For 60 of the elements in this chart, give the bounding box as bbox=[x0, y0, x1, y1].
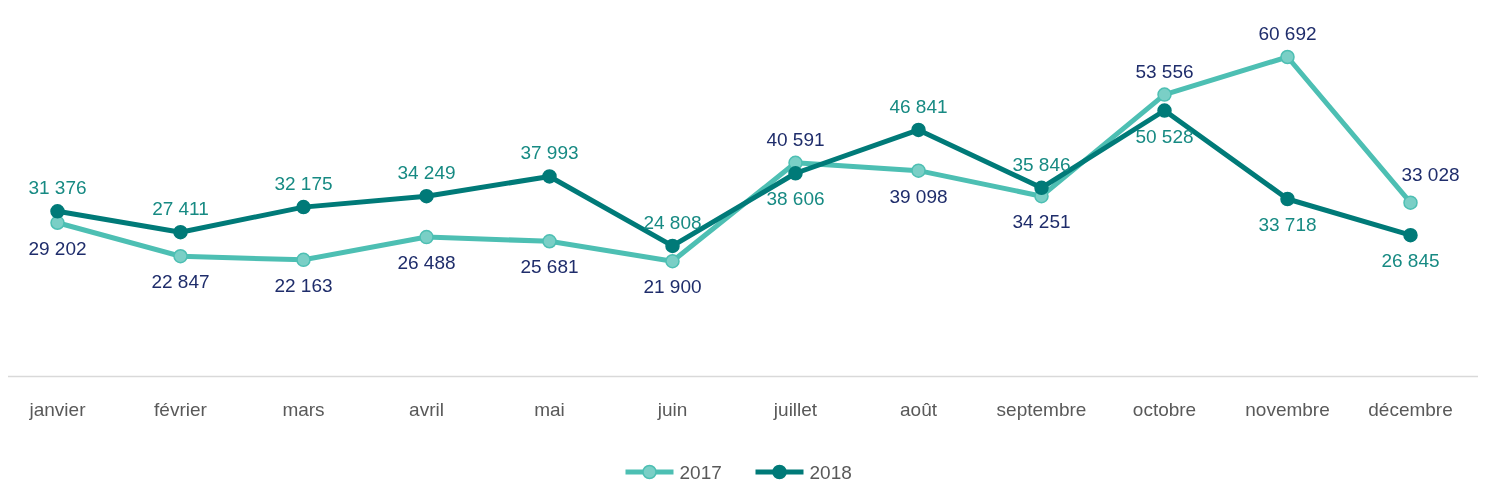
data-label: 39 098 bbox=[889, 185, 948, 207]
x-tick-label: juillet bbox=[772, 399, 818, 420]
point bbox=[1403, 227, 1418, 243]
data-label: 35 846 bbox=[1012, 153, 1071, 175]
point bbox=[665, 253, 680, 269]
x-tick-label: mars bbox=[282, 399, 325, 420]
point bbox=[1034, 180, 1049, 196]
data-label: 31 376 bbox=[28, 177, 87, 199]
point bbox=[911, 122, 926, 138]
point bbox=[50, 215, 65, 231]
data-label: 60 692 bbox=[1258, 23, 1317, 44]
x-tick-label: avril bbox=[409, 399, 444, 420]
data-label: 27 411 bbox=[152, 198, 209, 220]
point bbox=[665, 238, 680, 254]
point bbox=[911, 163, 926, 178]
point bbox=[1403, 195, 1418, 210]
data-label: 34 249 bbox=[397, 162, 456, 184]
data-label: 29 202 bbox=[28, 237, 87, 259]
data-label: 32 175 bbox=[274, 173, 333, 195]
legend-label: 2017 bbox=[679, 462, 722, 483]
legend-label: 2018 bbox=[809, 462, 852, 483]
data-label: 34 251 bbox=[1012, 211, 1071, 233]
x-tick-label: mai bbox=[534, 399, 565, 420]
point bbox=[296, 252, 311, 268]
x-tick-label: août bbox=[900, 399, 938, 420]
point bbox=[1157, 103, 1172, 118]
point bbox=[542, 234, 557, 249]
point bbox=[419, 188, 434, 204]
point bbox=[173, 248, 188, 264]
data-label: 40 591 bbox=[766, 128, 825, 150]
data-label: 21 900 bbox=[643, 276, 702, 298]
x-tick-label: septembre bbox=[996, 399, 1087, 420]
point bbox=[419, 229, 434, 245]
point bbox=[788, 166, 803, 181]
x-tick-label: octobre bbox=[1132, 399, 1197, 420]
data-label: 24 808 bbox=[643, 211, 702, 233]
data-label: 22 163 bbox=[274, 274, 333, 296]
point bbox=[542, 169, 557, 184]
point bbox=[173, 224, 188, 240]
data-label: 46 841 bbox=[889, 95, 948, 117]
data-label: 53 556 bbox=[1135, 60, 1194, 82]
data-label: 38 606 bbox=[766, 188, 825, 210]
x-tick-label: novembre bbox=[1245, 399, 1330, 420]
point bbox=[1280, 191, 1295, 207]
data-label: 22 847 bbox=[151, 271, 210, 293]
data-label: 25 681 bbox=[520, 256, 579, 278]
point bbox=[1157, 87, 1172, 102]
data-label: 33 028 bbox=[1401, 163, 1460, 185]
x-tick-label: janvier bbox=[28, 399, 87, 420]
x-tick-label: février bbox=[154, 399, 208, 420]
point bbox=[1280, 49, 1295, 65]
x-tick-label: décembre bbox=[1368, 399, 1453, 420]
point bbox=[50, 204, 65, 219]
x-tick-label: juin bbox=[656, 399, 688, 420]
point bbox=[296, 199, 311, 215]
data-label: 26 488 bbox=[397, 252, 456, 274]
data-label: 33 718 bbox=[1258, 214, 1317, 235]
data-label: 50 528 bbox=[1135, 125, 1194, 147]
data-label: 26 845 bbox=[1381, 250, 1440, 272]
data-label: 37 993 bbox=[520, 142, 579, 164]
